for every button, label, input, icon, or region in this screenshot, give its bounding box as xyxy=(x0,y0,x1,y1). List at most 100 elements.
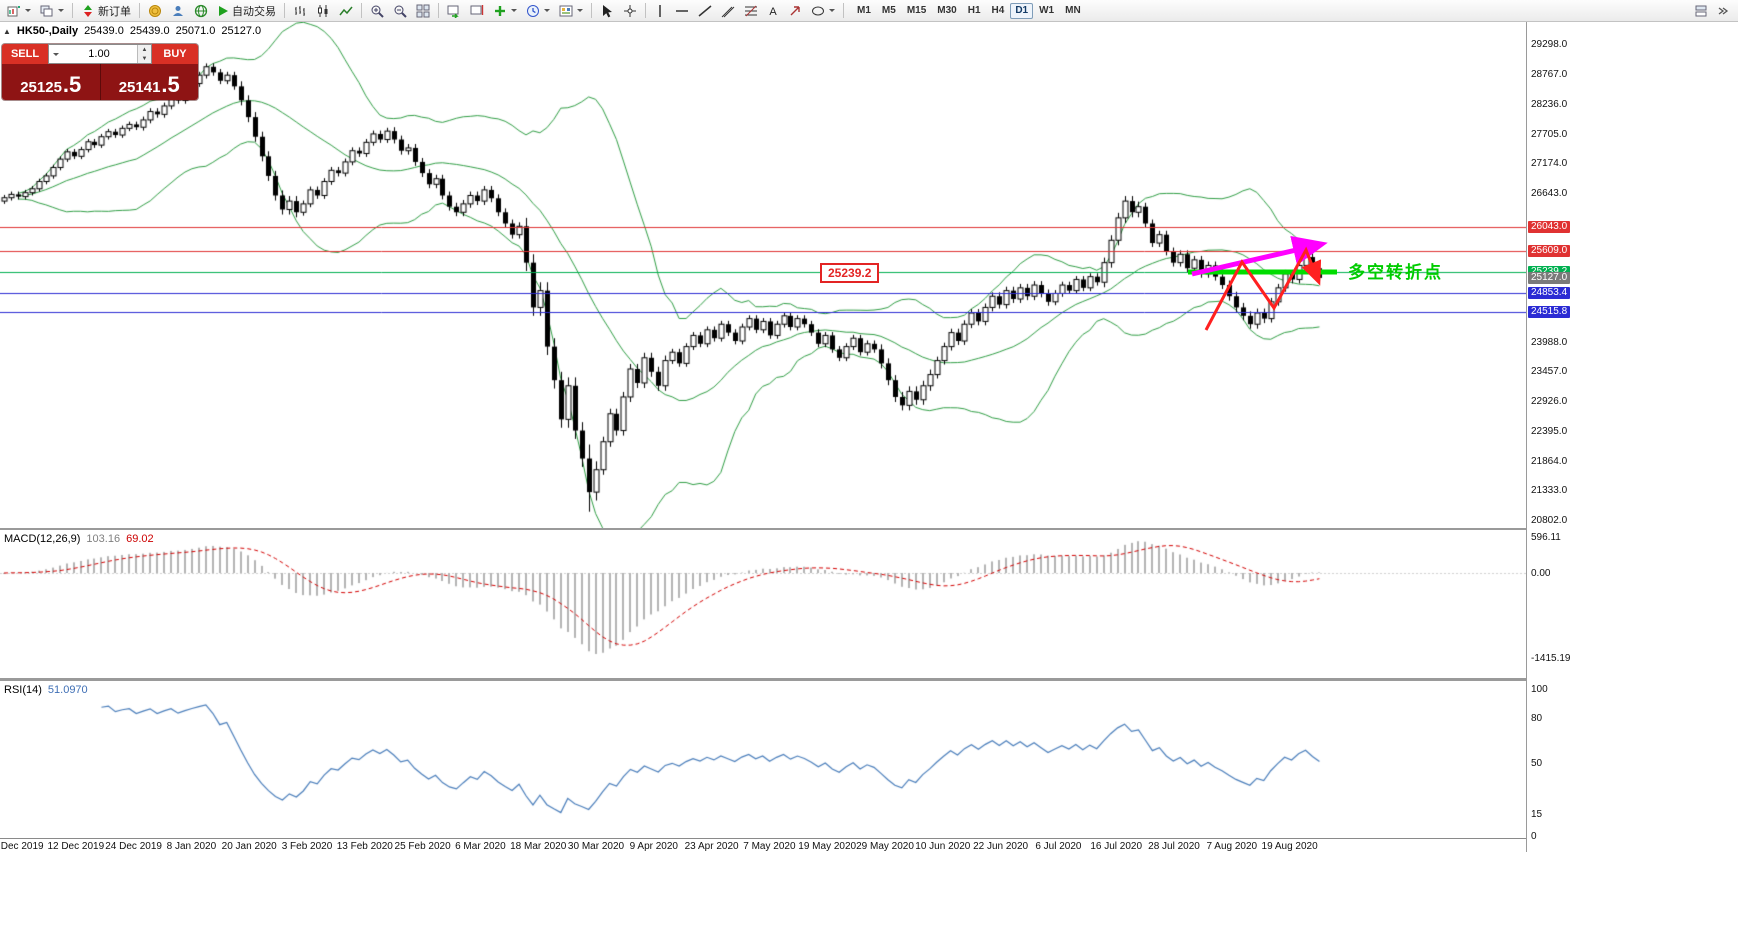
channel-button[interactable] xyxy=(717,2,739,20)
price-badge: 24853.4 xyxy=(1528,287,1571,300)
new-order-icon xyxy=(84,4,92,17)
price-tick: 27705.0 xyxy=(1531,128,1568,140)
main-chart-canvas[interactable] xyxy=(0,22,1526,528)
timeframe-button-m5[interactable]: M5 xyxy=(877,3,901,19)
community-button[interactable] xyxy=(190,2,212,20)
fibonacci-button[interactable] xyxy=(740,2,762,20)
oct-top-row: SELL ▲ ▼ BUY xyxy=(2,44,198,64)
volume-down-button[interactable]: ▼ xyxy=(138,54,151,63)
arrows-tool-button[interactable] xyxy=(784,2,806,20)
time-label: 20 Jan 2020 xyxy=(221,841,277,852)
symbol-title: HK50-,Daily xyxy=(16,25,79,37)
zoom-in-button[interactable] xyxy=(366,2,388,20)
timeframe-button-h1[interactable]: H1 xyxy=(963,3,986,19)
price-level-label[interactable]: 25239.2 xyxy=(820,263,880,283)
zoom-in-icon xyxy=(371,5,384,18)
timeframe-button-mn[interactable]: MN xyxy=(1060,3,1086,19)
toolbar-overflow-button[interactable] xyxy=(1713,2,1733,20)
rsi-axis-tick: 50 xyxy=(1531,757,1543,769)
buy-price-button[interactable]: 25141 .5 xyxy=(101,64,199,100)
macd-signal-value: 69.02 xyxy=(126,533,154,545)
price-axis-separator xyxy=(1526,22,1527,852)
price-tick: 23457.0 xyxy=(1531,366,1568,378)
bar-chart-button[interactable] xyxy=(289,2,311,20)
dock-button[interactable] xyxy=(1691,2,1711,20)
autotrading-label: 自动交易 xyxy=(232,5,276,18)
zoom-out-button[interactable] xyxy=(389,2,411,20)
shapes-button[interactable] xyxy=(807,2,839,20)
horizontal-line-button[interactable] xyxy=(671,2,693,20)
rsi-label: RSI(14) xyxy=(4,684,42,696)
one-click-trading-panel: SELL ▲ ▼ BUY 25125 .5 25141 .5 xyxy=(2,44,198,100)
toolbar-separator xyxy=(139,3,140,18)
vertical-line-button[interactable] xyxy=(650,2,670,20)
crosshair-button[interactable] xyxy=(619,2,641,20)
time-label: 23 Apr 2020 xyxy=(684,841,739,852)
price-badge: 25609.0 xyxy=(1528,244,1571,257)
toolbar-separator xyxy=(72,3,73,18)
timeframe-button-h4[interactable]: H4 xyxy=(987,3,1010,19)
trendline-button[interactable] xyxy=(694,2,716,20)
price-axis[interactable]: 29298.0 28767.0 28236.0 27705.0 27174.0 26643… xyxy=(1527,22,1738,852)
accounts-button[interactable] xyxy=(167,2,189,20)
timeframe-button-m30[interactable]: M30 xyxy=(932,3,961,19)
toolbar-separator xyxy=(361,3,362,18)
panel-separator[interactable] xyxy=(0,528,1738,530)
time-label: 2 Dec 2019 xyxy=(0,841,44,852)
sell-price-button[interactable]: 25125 .5 xyxy=(2,64,101,100)
indicators-button[interactable] xyxy=(489,2,521,20)
ohlc-open: 25439.0 xyxy=(84,25,124,37)
buy-price-main: 25141 xyxy=(118,79,161,96)
volume-dropdown-icon[interactable] xyxy=(49,45,61,63)
panel-separator[interactable] xyxy=(0,678,1738,681)
timeframe-button-d1[interactable]: D1 xyxy=(1010,2,1034,19)
time-label: 7 Aug 2020 xyxy=(1206,841,1258,852)
autotrading-button[interactable]: 自动交易 xyxy=(213,2,280,20)
sell-button[interactable]: SELL xyxy=(2,44,48,64)
tile-windows-button[interactable] xyxy=(412,2,434,20)
ohlc-high: 25439.0 xyxy=(129,25,170,37)
chevron-down-icon xyxy=(577,9,583,12)
new-order-button[interactable]: 新订单 xyxy=(77,2,135,20)
collapse-trade-panel-icon[interactable]: ▲ xyxy=(3,26,11,36)
new-chart-button[interactable] xyxy=(3,2,35,20)
time-label: 25 Feb 2020 xyxy=(394,841,451,852)
template-icon xyxy=(559,5,573,16)
deposit-button[interactable] xyxy=(144,2,166,20)
cursor-button[interactable] xyxy=(596,2,618,20)
timeframe-button-m15[interactable]: M15 xyxy=(902,3,931,19)
turning-point-note[interactable]: 多空转折点 xyxy=(1348,263,1443,282)
chart-shift-button[interactable] xyxy=(466,2,488,20)
play-icon xyxy=(219,5,228,16)
price-tick: 29298.0 xyxy=(1531,39,1568,51)
volume-stepper: ▲ ▼ xyxy=(137,45,151,63)
zoom-out-icon xyxy=(394,5,407,18)
profiles-button[interactable] xyxy=(36,2,68,20)
buy-button[interactable]: BUY xyxy=(152,44,198,64)
timeframe-button-m1[interactable]: M1 xyxy=(852,3,876,19)
chevron-down-icon xyxy=(829,9,835,12)
cursor-icon xyxy=(603,4,612,17)
macd-chart-canvas[interactable] xyxy=(0,530,1526,678)
time-label: 22 Jun 2020 xyxy=(973,841,1029,852)
line-chart-button[interactable] xyxy=(335,2,357,20)
templates-button[interactable] xyxy=(555,2,587,20)
auto-scroll-button[interactable] xyxy=(443,2,465,20)
macd-axis-tick: -1415.19 xyxy=(1531,653,1571,665)
toolbar-separator xyxy=(438,3,439,18)
sell-price-fraction: .5 xyxy=(62,72,82,98)
timeframe-button-w1[interactable]: W1 xyxy=(1034,3,1059,19)
periods-button[interactable] xyxy=(522,2,554,20)
channel-icon xyxy=(721,6,735,17)
volume-input[interactable] xyxy=(61,45,137,63)
volume-up-button[interactable]: ▲ xyxy=(138,45,151,54)
time-label: 30 Mar 2020 xyxy=(567,841,625,852)
macd-label: MACD(12,26,9) xyxy=(4,533,81,545)
candlestick-chart-button[interactable] xyxy=(312,2,334,20)
text-label-button[interactable]: A xyxy=(763,2,783,20)
time-label: 12 Dec 2019 xyxy=(47,841,105,852)
time-label: 29 May 2020 xyxy=(856,841,914,852)
rsi-chart-canvas[interactable] xyxy=(0,681,1526,838)
price-tick: 22926.0 xyxy=(1531,396,1568,408)
